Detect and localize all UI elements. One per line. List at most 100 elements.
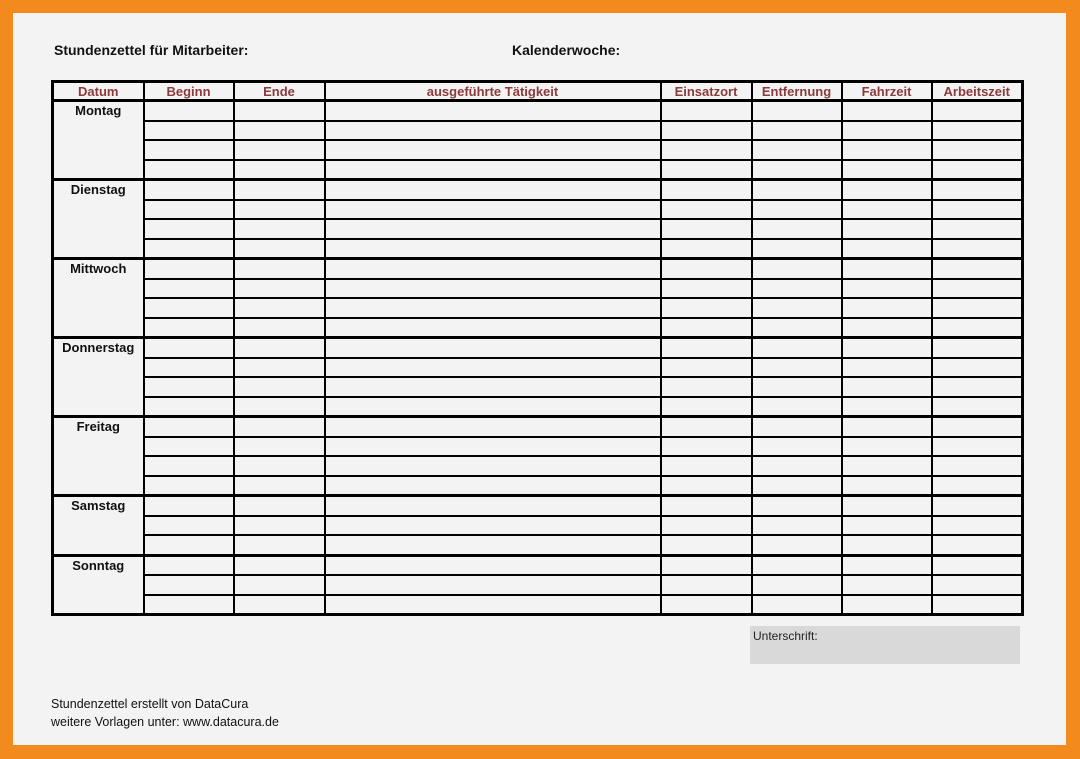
table-cell[interactable] — [930, 257, 1024, 280]
table-cell[interactable] — [659, 316, 753, 339]
table-cell[interactable] — [750, 316, 843, 339]
table-cell[interactable] — [142, 277, 235, 299]
table-cell[interactable] — [750, 178, 843, 201]
table-cell[interactable] — [750, 415, 843, 438]
table-cell[interactable] — [323, 514, 662, 536]
table-cell[interactable] — [232, 514, 326, 536]
table-cell[interactable] — [930, 455, 1024, 477]
table-cell[interactable] — [750, 435, 843, 457]
table-cell[interactable] — [840, 316, 933, 339]
table-cell[interactable] — [232, 534, 326, 556]
table-cell[interactable] — [840, 593, 933, 616]
table-cell[interactable] — [232, 218, 326, 240]
table-cell[interactable] — [840, 218, 933, 240]
table-cell[interactable] — [659, 237, 753, 260]
signature-field[interactable]: Unterschrift: — [750, 626, 1020, 664]
table-cell[interactable] — [323, 119, 662, 141]
table-cell[interactable] — [750, 218, 843, 240]
table-cell[interactable] — [142, 474, 235, 497]
table-cell[interactable] — [232, 277, 326, 299]
table-cell[interactable] — [232, 356, 326, 378]
table-cell[interactable] — [142, 158, 235, 181]
table-cell[interactable] — [142, 257, 235, 280]
table-cell[interactable] — [750, 593, 843, 616]
table-cell[interactable] — [659, 356, 753, 378]
table-cell[interactable] — [930, 139, 1024, 161]
table-cell[interactable] — [750, 119, 843, 141]
table-cell[interactable] — [323, 554, 662, 576]
table-cell[interactable] — [930, 356, 1024, 378]
table-cell[interactable] — [840, 514, 933, 536]
table-cell[interactable] — [930, 158, 1024, 181]
table-cell[interactable] — [930, 593, 1024, 616]
table-cell[interactable] — [750, 158, 843, 181]
table-cell[interactable] — [750, 514, 843, 536]
table-cell[interactable] — [323, 277, 662, 299]
table-cell[interactable] — [323, 534, 662, 556]
table-cell[interactable] — [659, 297, 753, 319]
table-cell[interactable] — [232, 158, 326, 181]
table-cell[interactable] — [142, 119, 235, 141]
table-cell[interactable] — [750, 574, 843, 596]
table-cell[interactable] — [232, 574, 326, 596]
table-cell[interactable] — [840, 376, 933, 398]
table-cell[interactable] — [142, 593, 235, 616]
table-cell[interactable] — [323, 415, 662, 438]
table-cell[interactable] — [142, 455, 235, 477]
table-cell[interactable] — [323, 257, 662, 280]
table-cell[interactable] — [930, 178, 1024, 201]
table-cell[interactable] — [750, 139, 843, 161]
table-cell[interactable] — [750, 297, 843, 319]
table-cell[interactable] — [930, 554, 1024, 576]
table-cell[interactable] — [323, 178, 662, 201]
table-cell[interactable] — [659, 474, 753, 497]
table-cell[interactable] — [323, 356, 662, 378]
table-cell[interactable] — [232, 554, 326, 576]
table-cell[interactable] — [232, 593, 326, 616]
table-cell[interactable] — [232, 198, 326, 220]
table-cell[interactable] — [142, 139, 235, 161]
table-cell[interactable] — [659, 99, 753, 122]
table-cell[interactable] — [750, 237, 843, 260]
table-cell[interactable] — [142, 178, 235, 201]
table-cell[interactable] — [930, 474, 1024, 497]
table-cell[interactable] — [142, 237, 235, 260]
table-cell[interactable] — [323, 455, 662, 477]
table-cell[interactable] — [840, 455, 933, 477]
table-cell[interactable] — [142, 494, 235, 517]
table-cell[interactable] — [142, 395, 235, 418]
table-cell[interactable] — [232, 139, 326, 161]
table-cell[interactable] — [142, 316, 235, 339]
table-cell[interactable] — [659, 376, 753, 398]
table-cell[interactable] — [232, 494, 326, 517]
table-cell[interactable] — [750, 494, 843, 517]
table-cell[interactable] — [142, 514, 235, 536]
table-cell[interactable] — [659, 574, 753, 596]
table-cell[interactable] — [840, 554, 933, 576]
table-cell[interactable] — [750, 376, 843, 398]
table-cell[interactable] — [930, 494, 1024, 517]
table-cell[interactable] — [659, 534, 753, 556]
table-cell[interactable] — [930, 395, 1024, 418]
table-cell[interactable] — [142, 297, 235, 319]
table-cell[interactable] — [323, 435, 662, 457]
table-cell[interactable] — [323, 158, 662, 181]
table-cell[interactable] — [232, 119, 326, 141]
table-cell[interactable] — [659, 455, 753, 477]
table-cell[interactable] — [323, 139, 662, 161]
table-cell[interactable] — [840, 139, 933, 161]
table-cell[interactable] — [840, 534, 933, 556]
table-cell[interactable] — [659, 158, 753, 181]
table-cell[interactable] — [323, 376, 662, 398]
table-cell[interactable] — [750, 534, 843, 556]
table-cell[interactable] — [750, 554, 843, 576]
table-cell[interactable] — [659, 277, 753, 299]
table-cell[interactable] — [232, 336, 326, 359]
table-cell[interactable] — [930, 336, 1024, 359]
table-cell[interactable] — [659, 119, 753, 141]
table-cell[interactable] — [142, 99, 235, 122]
table-cell[interactable] — [840, 158, 933, 181]
table-cell[interactable] — [323, 574, 662, 596]
table-cell[interactable] — [840, 474, 933, 497]
table-cell[interactable] — [323, 316, 662, 339]
